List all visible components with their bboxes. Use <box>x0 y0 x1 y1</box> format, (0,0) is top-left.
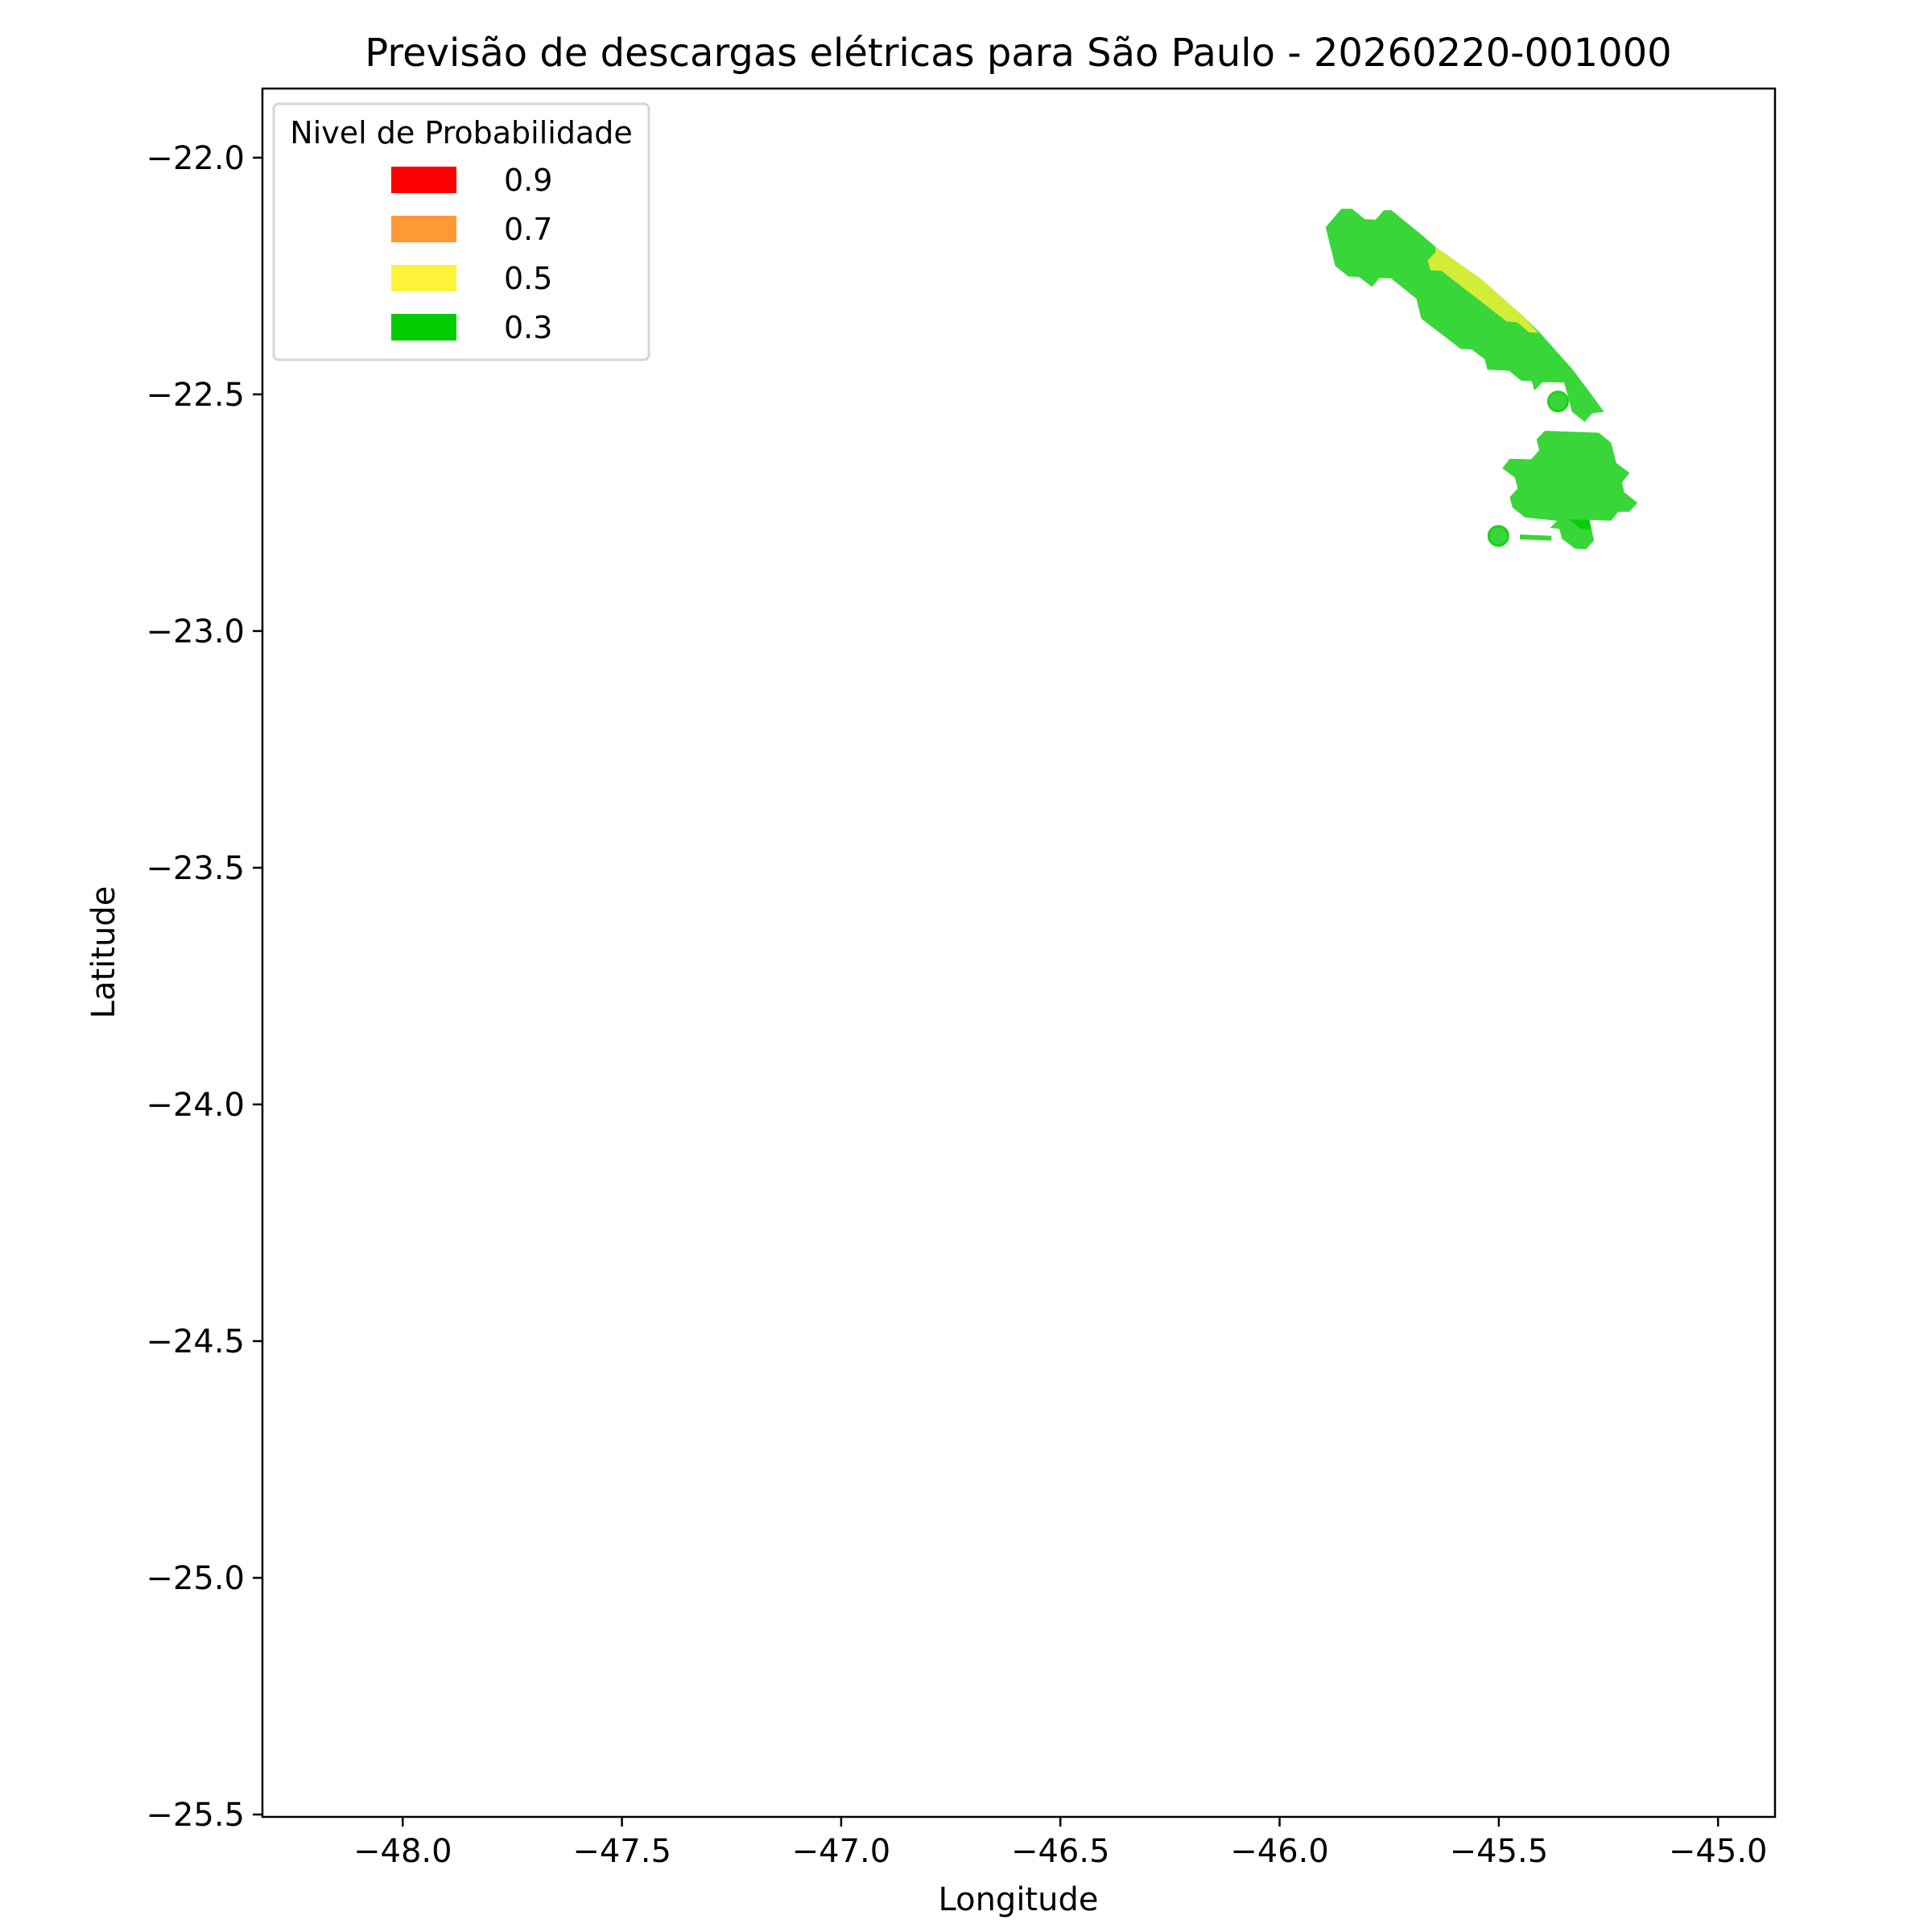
y-tick-label: −25.0 <box>146 1560 245 1597</box>
legend-swatch-0.9 <box>391 167 456 193</box>
axes-frame <box>261 87 1777 1818</box>
y-axis: −22.0 −22.5 −23.0 −23.5 −24.0 −24.5 −25.0 −25.5 <box>146 140 262 1834</box>
y-tick-label: −25.5 <box>146 1797 245 1834</box>
chart-title: Previsão de descargas elétricas para São… <box>365 31 1671 76</box>
probability-region-0.3-2 <box>1502 431 1637 550</box>
x-tick-label: −46.5 <box>1011 1833 1110 1870</box>
probability-segment-0 <box>1519 534 1552 541</box>
y-tick-label: −22.5 <box>146 377 245 414</box>
y-tick-label: −23.5 <box>146 850 245 887</box>
legend-label-0.5: 0.5 <box>504 261 552 296</box>
probability-point-1 <box>1487 525 1509 547</box>
y-tick-label: −24.0 <box>146 1087 245 1124</box>
y-axis-label: Latitude <box>85 886 122 1019</box>
probability-region-0.3-3 <box>1568 519 1591 530</box>
probability-point-0 <box>1546 390 1569 413</box>
legend-label-0.7: 0.7 <box>504 212 552 247</box>
legend-label-0.3: 0.3 <box>504 310 552 345</box>
probability-region-0.5-1 <box>1427 246 1538 333</box>
legend-frame <box>272 102 650 361</box>
x-axis-label: Longitude <box>939 1881 1099 1918</box>
x-tick-label: −47.0 <box>792 1833 891 1870</box>
x-tick-label: −45.0 <box>1669 1833 1768 1870</box>
legend: Nivel de Probabilidade 0.9 0.7 0.5 0.3 <box>272 102 650 361</box>
y-tick-label: −23.0 <box>146 613 245 650</box>
x-tick-label: −45.5 <box>1450 1833 1549 1870</box>
y-tick-label: −24.5 <box>146 1323 245 1360</box>
x-axis: −48.0 −47.5 −47.0 −46.5 −46.0 −45.5 −45.0 <box>353 1817 1767 1870</box>
legend-swatch-0.7 <box>391 216 456 242</box>
legend-swatch-0.5 <box>391 265 456 291</box>
probability-region-0.3-0 <box>1325 208 1604 422</box>
plot-area <box>1325 208 1637 550</box>
legend-title: Nivel de Probabilidade <box>290 115 632 151</box>
legend-swatch-0.3 <box>391 314 456 341</box>
x-tick-label: −48.0 <box>353 1833 452 1870</box>
x-tick-label: −46.0 <box>1230 1833 1329 1870</box>
y-tick-label: −22.0 <box>146 140 245 177</box>
x-tick-label: −47.5 <box>572 1833 671 1870</box>
legend-label-0.9: 0.9 <box>504 163 552 198</box>
